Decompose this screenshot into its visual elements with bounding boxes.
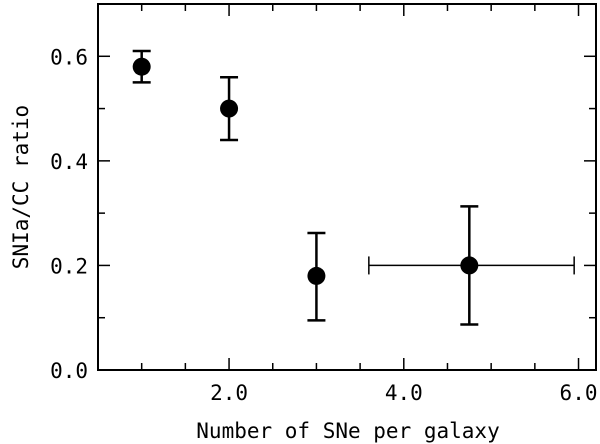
data-point: [220, 99, 239, 118]
y-tick-label: 0.4: [50, 150, 88, 174]
y-tick-label: 0.0: [50, 359, 88, 383]
x-tick-label: 4.0: [385, 381, 423, 405]
y-tick-label: 0.6: [50, 45, 88, 69]
data-points: [132, 57, 479, 285]
data-point: [132, 57, 151, 76]
x-axis-label: Number of SNe per galaxy: [196, 419, 499, 443]
x-tick-label: 2.0: [210, 381, 248, 405]
axis-ticks: [97, 3, 596, 371]
y-axis-label: SNIa/CC ratio: [9, 105, 33, 269]
error-bars: [132, 49, 575, 326]
x-tick-label: 6.0: [560, 381, 598, 405]
data-point: [307, 266, 326, 285]
data-point: [460, 256, 479, 275]
axis-tick-labels: 2.0 4.0 6.0 0.0 0.2 0.4 0.6: [50, 45, 597, 405]
plot-frame: [97, 3, 597, 371]
y-tick-label: 0.2: [50, 254, 88, 278]
